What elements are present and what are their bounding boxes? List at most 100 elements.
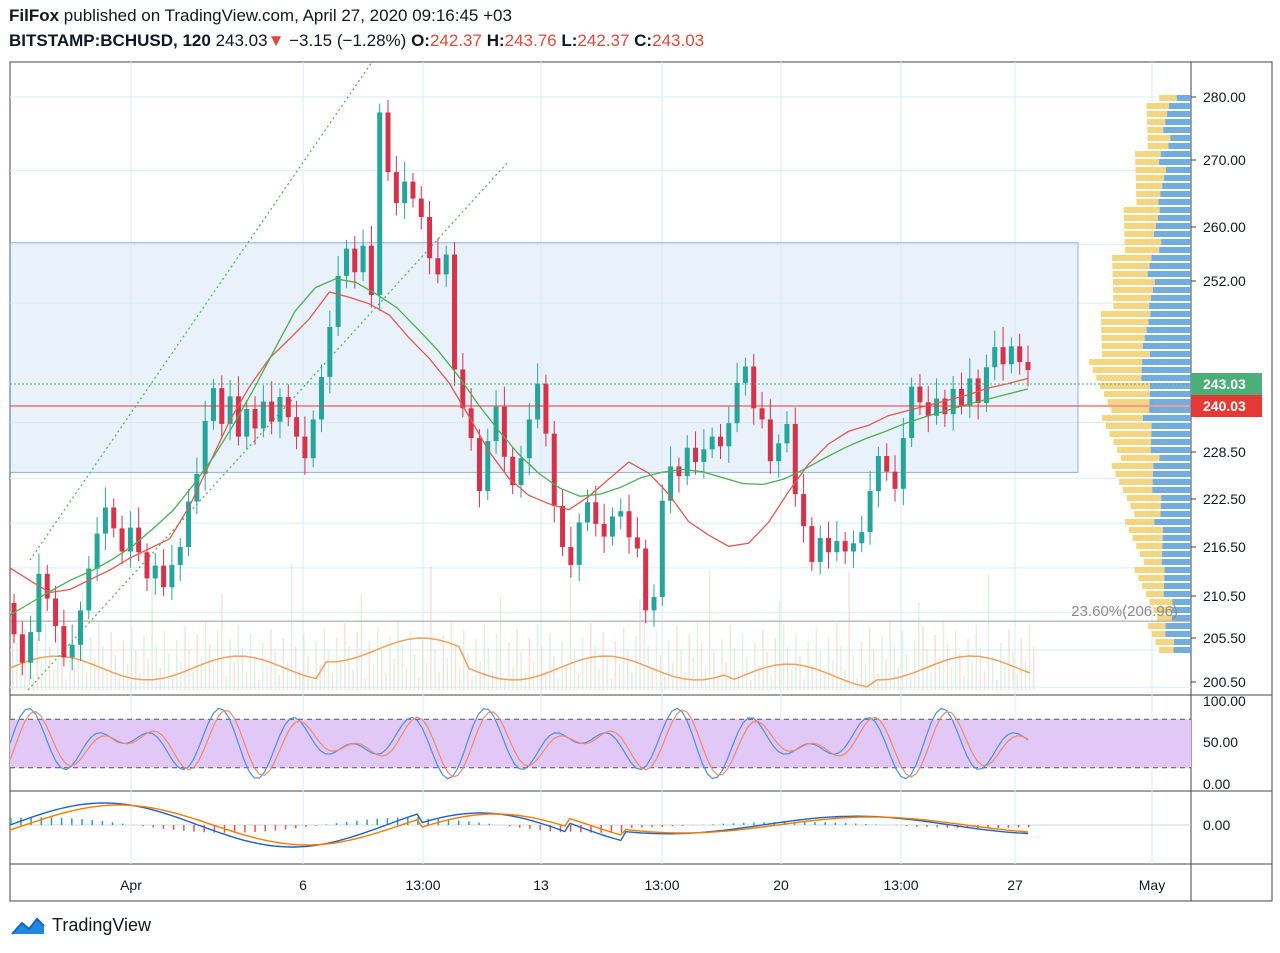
- volume-bar: [540, 647, 543, 690]
- volume-bar: [868, 627, 871, 690]
- volume-bar: [741, 634, 744, 690]
- volume-bar: [12, 620, 14, 690]
- candle-body: [144, 552, 150, 579]
- volume-bar: [729, 625, 731, 690]
- candle-body: [61, 626, 67, 658]
- volume-bar: [942, 621, 945, 690]
- volume-bar: [323, 628, 326, 690]
- volume-bar: [483, 625, 485, 690]
- candle-body: [136, 527, 142, 553]
- x-tick-label: 13:00: [644, 877, 679, 893]
- volume-profile-bar: [1115, 471, 1153, 477]
- volume-bar: [762, 629, 764, 690]
- volume-bar: [245, 671, 248, 690]
- trend-channel-lower: [27, 161, 509, 691]
- price-change: −3.15 (−1.28%): [289, 31, 407, 50]
- volume-profile-bar: [1101, 319, 1149, 325]
- candle-body: [327, 326, 333, 377]
- candle-body: [227, 396, 233, 424]
- volume-profile-bar: [1146, 327, 1191, 333]
- candle-body: [1008, 346, 1014, 365]
- author-name[interactable]: FilFox: [9, 6, 60, 25]
- candle-body: [560, 505, 566, 548]
- volume-bar: [795, 633, 797, 690]
- macd-histogram-bar: [661, 825, 664, 827]
- volume-bar: [655, 631, 658, 690]
- volume-profile-bar: [1124, 247, 1160, 253]
- volume-profile-bar: [1135, 159, 1159, 165]
- volume-bar: [803, 679, 805, 690]
- volume-bar: [581, 637, 584, 690]
- volume-bar: [454, 644, 457, 690]
- volume-bar: [971, 662, 973, 690]
- candle-body: [676, 466, 682, 477]
- volume-profile-bar: [1151, 423, 1191, 429]
- volume-profile-bar: [1162, 551, 1191, 557]
- volume-bar: [331, 674, 334, 690]
- volume-bar: [143, 636, 145, 690]
- level-price-tag: [1191, 394, 1262, 417]
- volume-bar: [286, 661, 289, 690]
- candle-body: [659, 500, 665, 598]
- volume-bar: [139, 673, 141, 690]
- footer-brand[interactable]: TradingView: [10, 914, 151, 936]
- moving-average-fast-line: [9, 291, 1029, 594]
- macd-axis-label: 0.00: [1203, 817, 1230, 833]
- macd-signal-line: [9, 804, 1029, 846]
- volume-bar: [598, 669, 600, 690]
- volume-profile-bar: [1124, 223, 1156, 229]
- volume-bar: [893, 645, 895, 690]
- volume-bar: [258, 680, 260, 690]
- volume-bar: [590, 623, 592, 690]
- published-text: published on TradingView.com, April 27, …: [63, 6, 512, 25]
- volume-bar: [721, 639, 723, 690]
- volume-bar: [491, 671, 494, 690]
- candle-body: [377, 112, 383, 295]
- volume-profile-bar: [1149, 399, 1191, 405]
- volume-profile-bar: [1158, 199, 1191, 205]
- candle-body: [784, 423, 790, 444]
- candle-body: [352, 248, 358, 273]
- volume-bar: [208, 644, 211, 690]
- candle-body: [593, 502, 599, 524]
- y-tick-label: 228.50: [1203, 444, 1246, 460]
- candle-body: [1000, 347, 1006, 365]
- volume-profile-bar: [1151, 295, 1191, 301]
- candle-body: [526, 419, 532, 459]
- candle-body: [826, 538, 832, 553]
- candle-body: [19, 634, 25, 663]
- low-label: L:: [561, 31, 578, 50]
- volume-bar: [294, 647, 297, 690]
- volume-bar: [750, 680, 752, 690]
- volume-bar: [676, 626, 678, 690]
- candle-body: [975, 378, 981, 404]
- macd-histogram-bar: [284, 825, 287, 830]
- volume-bar: [934, 635, 936, 690]
- close-value: 243.03: [652, 31, 705, 50]
- volume-profile-bar: [1150, 447, 1191, 453]
- macd-histogram-bar: [427, 818, 429, 825]
- macd-histogram-bar: [30, 817, 32, 825]
- volume-bar: [426, 663, 428, 690]
- macd-histogram-bar: [824, 822, 826, 825]
- volume-bar: [290, 564, 293, 690]
- volume-bar: [122, 641, 125, 690]
- volume-profile-bar: [1134, 567, 1165, 573]
- volume-profile-bar: [1155, 639, 1174, 645]
- volume-bar: [24, 629, 26, 690]
- macd-histogram-bar: [325, 824, 328, 825]
- volume-profile-bar: [1163, 583, 1191, 589]
- candle-body: [36, 573, 42, 633]
- volume-bar: [922, 626, 924, 690]
- candle-body: [294, 417, 300, 437]
- y-tick-label: 252.00: [1203, 273, 1246, 289]
- volume-bar: [61, 656, 63, 690]
- volume-bar: [504, 680, 506, 690]
- candle-body: [867, 491, 873, 533]
- volume-bar: [36, 638, 39, 690]
- macd-histogram-bar: [60, 817, 63, 825]
- volume-profile-bar: [1153, 607, 1173, 613]
- volume-profile-bar: [1162, 543, 1191, 549]
- volume-profile-bar: [1089, 359, 1143, 365]
